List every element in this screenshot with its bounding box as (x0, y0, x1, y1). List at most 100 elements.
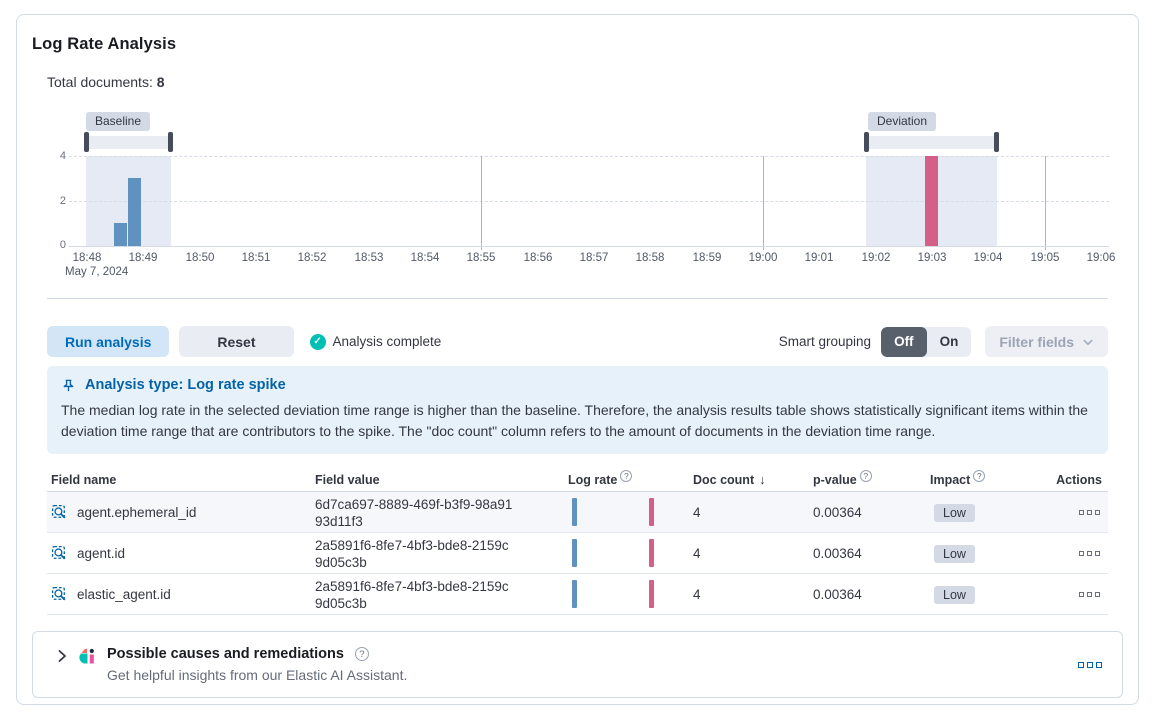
sort-desc-icon (759, 472, 766, 487)
divider (47, 298, 1108, 299)
p-value: 0.00364 (813, 546, 862, 561)
total-documents: Total documents: 8 (47, 74, 1108, 90)
table-row: elastic_agent.id 2a5891f6-8fe7-4bf3-bde8… (47, 574, 1108, 615)
filter-fields-button[interactable]: Filter fields (985, 326, 1108, 357)
impact-badge: Low (934, 585, 975, 604)
x-tick: 19:06 (1086, 252, 1116, 264)
column-header-impact[interactable]: Impact (930, 469, 1040, 487)
column-header-field-value: Field value (315, 472, 380, 487)
doc-count: 4 (693, 546, 701, 561)
p-value: 0.00364 (813, 505, 862, 520)
field-name: agent.id (77, 546, 126, 561)
run-analysis-button[interactable]: Run analysis (47, 326, 170, 357)
smart-grouping-on-button[interactable]: On (927, 327, 972, 357)
column-header-p-value[interactable]: p-value (813, 469, 930, 487)
x-axis-date-label: May 7, 2024 (65, 266, 129, 278)
analysis-type-callout: Analysis type: Log rate spike The median… (47, 366, 1108, 454)
smart-grouping-label: Smart grouping (778, 334, 872, 349)
column-header-field-name: Field name (51, 472, 117, 487)
x-tick: 19:04 (973, 252, 1003, 264)
field-value: 2a5891f6-8fe7-4bf3-bde8-2159c9d05c3b (315, 537, 509, 570)
smart-grouping-off-button[interactable]: Off (881, 326, 927, 357)
gridline-1905 (1045, 156, 1046, 250)
filter-fields-label: Filter fields (999, 333, 1074, 350)
baseline-brush-left-handle[interactable] (84, 132, 89, 152)
doc-count: 4 (693, 505, 701, 520)
baseline-bar-2 (128, 178, 141, 246)
baseline-brush-right-handle[interactable] (168, 132, 173, 152)
field-name: elastic_agent.id (77, 587, 171, 602)
y-tick-4: 4 (59, 150, 66, 162)
baseline-bar-1 (114, 223, 127, 246)
x-tick: 18:58 (635, 252, 665, 264)
log-rate-analysis-panel: Log Rate Analysis Total documents: 8 Bas… (16, 14, 1139, 705)
gridline-y4 (69, 156, 1109, 157)
chevron-right-icon[interactable] (54, 648, 70, 664)
total-documents-value: 8 (156, 74, 165, 90)
possible-causes-subtitle: Get helpful insights from our Elastic AI… (107, 667, 408, 683)
x-tick: 18:50 (185, 252, 215, 264)
x-tick: 18:48 (72, 252, 102, 264)
gridline-y2 (69, 201, 1109, 202)
gridline-1900 (763, 156, 764, 250)
column-header-doc-count[interactable]: Doc count (693, 472, 813, 487)
deviation-rate-bar (649, 580, 654, 608)
row-actions-icon[interactable] (1079, 510, 1100, 515)
deviation-rate-bar (649, 498, 654, 526)
table-row: agent.ephemeral_id 6d7ca697-8889-469f-b3… (47, 492, 1108, 533)
x-tick: 19:02 (861, 252, 891, 264)
deviation-brush-right-handle[interactable] (994, 132, 999, 152)
help-icon[interactable] (354, 647, 369, 661)
analysis-status-label: Analysis complete (332, 334, 442, 349)
table-row: agent.id 2a5891f6-8fe7-4bf3-bde8-2159c9d… (47, 533, 1108, 574)
baseline-badge: Baseline (86, 112, 151, 131)
reset-button[interactable]: Reset (179, 326, 294, 357)
field-name: agent.ephemeral_id (77, 505, 197, 520)
x-tick: 18:55 (466, 252, 496, 264)
filter-field-icon[interactable] (51, 586, 68, 603)
x-axis-line (69, 246, 1109, 247)
filter-field-icon[interactable] (51, 545, 68, 562)
baseline-rate-bar (572, 539, 577, 567)
x-tick: 18:56 (523, 252, 553, 264)
info-icon[interactable] (973, 469, 986, 482)
field-value: 2a5891f6-8fe7-4bf3-bde8-2159c9d05c3b (315, 578, 509, 611)
analysis-status: Analysis complete (309, 333, 442, 350)
x-tick: 19:01 (804, 252, 834, 264)
smart-grouping-toggle: Off On (881, 326, 972, 357)
possible-causes-title[interactable]: Possible causes and remediations (107, 646, 344, 662)
field-value: 6d7ca697-8889-469f-b3f9-98a9193d11f3 (315, 496, 513, 529)
chevron-down-icon (1083, 339, 1093, 345)
column-header-actions: Actions (1056, 472, 1102, 487)
deviation-rate-bar (649, 539, 654, 567)
callout-body: The median log rate in the selected devi… (61, 402, 1088, 439)
page-title: Log Rate Analysis (32, 35, 177, 53)
deviation-brush-left-handle[interactable] (864, 132, 869, 152)
filter-field-icon[interactable] (51, 504, 68, 521)
x-tick: 18:53 (354, 252, 384, 264)
log-rate-mini-chart (568, 533, 693, 574)
pin-icon (63, 379, 74, 391)
analysis-results-table: Field name Field value Log rate Doc coun… (47, 468, 1108, 615)
deviation-badge: Deviation (868, 112, 937, 131)
document-count-chart: Baseline Deviation 4 2 0 18:48 18:49 18:… (47, 106, 1115, 284)
info-icon[interactable] (620, 469, 633, 482)
deviation-brush[interactable] (868, 136, 995, 149)
x-tick: 18:59 (692, 252, 722, 264)
y-tick-2: 2 (59, 195, 66, 207)
total-documents-label: Total documents: (47, 74, 153, 90)
info-icon[interactable] (859, 469, 872, 482)
panel-actions-icon[interactable] (1078, 661, 1102, 668)
x-tick: 18:57 (579, 252, 609, 264)
row-actions-icon[interactable] (1079, 592, 1100, 597)
column-header-log-rate[interactable]: Log rate (568, 469, 693, 487)
callout-title: Analysis type: Log rate spike (85, 377, 286, 393)
baseline-rate-bar (572, 498, 577, 526)
y-tick-0: 0 (59, 239, 66, 251)
gridline-1855 (481, 156, 482, 250)
row-actions-icon[interactable] (1079, 551, 1100, 556)
x-tick: 19:00 (748, 252, 778, 264)
baseline-brush[interactable] (88, 136, 169, 149)
x-tick: 18:51 (241, 252, 271, 264)
baseline-rate-bar (572, 580, 577, 608)
